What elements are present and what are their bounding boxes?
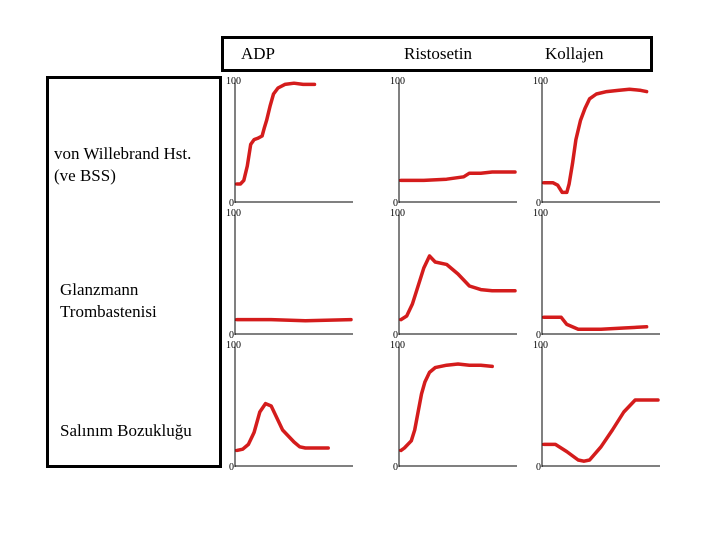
panel-von-willebrand-kollajen-tick-0: 0 (536, 198, 541, 209)
panel-von-willebrand-adp-tick-100: 100 (226, 76, 241, 87)
panel-glanzmann-ristosetin-tick-100: 100 (390, 208, 405, 219)
panel-glanzmann-adp-tick-0: 0 (229, 330, 234, 341)
column-header-box (221, 36, 653, 72)
panel-von-willebrand-ristosetin-curve (399, 170, 517, 183)
row-label-salinim-line1: Salınım Bozukluğu (60, 421, 192, 440)
row-label-salinim: Salınım Bozukluğu (60, 420, 192, 442)
panel-salinim-kollajen-tick-100: 100 (533, 340, 548, 351)
panel-glanzmann-adp-tick-100: 100 (226, 208, 241, 219)
panel-salinim-adp-tick-100: 100 (226, 340, 241, 351)
row-label-glanzmann: Glanzmann Trombastenisi (60, 279, 157, 323)
panel-von-willebrand-ristosetin-tick-0: 0 (393, 198, 398, 209)
row-label-von-willebrand-line1: von Willebrand Hst. (54, 144, 192, 163)
row-label-glanzmann-line1: Glanzmann (60, 280, 139, 299)
row-label-box (46, 76, 222, 468)
column-label-adp: ADP (241, 44, 276, 63)
panel-von-willebrand-kollajen-curve (542, 87, 649, 195)
row-label-glanzmann-line2: Trombastenisi (60, 302, 157, 321)
column-label-ristosetin: Ristosetin (404, 44, 473, 63)
panel-salinim-kollajen-curve (542, 398, 660, 463)
panel-salinim-ristosetin-curve (399, 362, 494, 453)
panel-glanzmann-ristosetin-curve (399, 254, 517, 322)
row-label-von-willebrand-line2: (ve BSS) (54, 166, 116, 185)
panel-glanzmann-kollajen-tick-100: 100 (533, 208, 548, 219)
panel-salinim-adp-curve (235, 401, 330, 453)
panel-salinim-ristosetin-tick-100: 100 (390, 340, 405, 351)
panel-glanzmann-ristosetin-tick-0: 0 (393, 330, 398, 341)
panel-salinim-ristosetin-tick-0: 0 (393, 462, 398, 473)
row-label-von-willebrand: von Willebrand Hst. (ve BSS) (54, 143, 191, 187)
panel-glanzmann-kollajen-curve (542, 315, 649, 331)
panel-von-willebrand-ristosetin-tick-100: 100 (390, 76, 405, 87)
panel-von-willebrand-adp-curve (235, 81, 317, 186)
column-label-kollajen: Kollajen (545, 44, 604, 63)
panel-glanzmann-kollajen-tick-0: 0 (536, 330, 541, 341)
panel-glanzmann-adp-curve (235, 317, 353, 323)
panel-von-willebrand-kollajen-tick-100: 100 (533, 76, 548, 87)
panel-von-willebrand-adp-tick-0: 0 (229, 198, 234, 209)
panel-salinim-kollajen-tick-0: 0 (536, 462, 541, 473)
panel-salinim-adp-tick-0: 0 (229, 462, 234, 473)
